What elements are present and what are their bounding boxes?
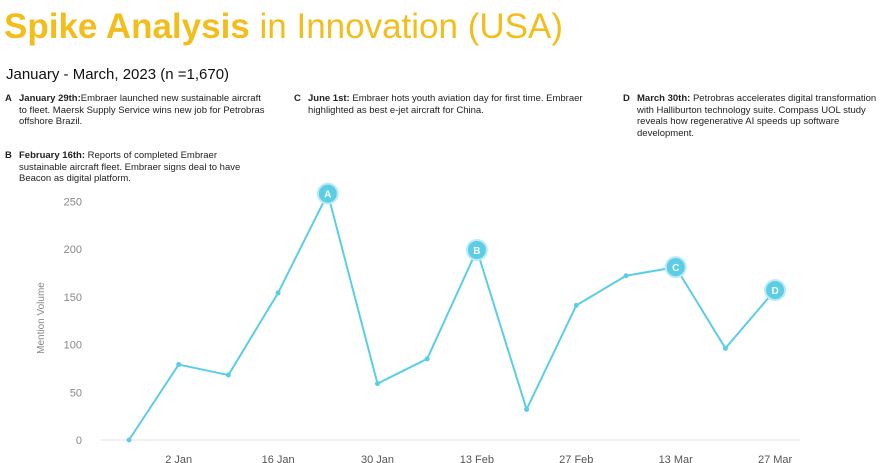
chart-title: Spike Analysis in Innovation (USA) [4,4,563,50]
annotation-text: Embraer hots youth aviation day for firs… [308,93,583,116]
x-tick-label: 2 Jan [165,454,192,463]
x-tick-label: 27 Mar [758,454,793,463]
annotation-letter: A [5,93,12,104]
annotation-letter: C [294,93,301,104]
annotation-text: Reports of completed Embraer sustainable… [19,150,241,184]
annotation-d: D March 30th: Petrobras accelerates digi… [623,93,886,139]
data-point [424,356,430,362]
data-point [176,362,182,368]
series-line [128,192,776,441]
chart-subtitle: January - March, 2023 (n =1,670) [6,66,230,83]
annotation-head: February 16th: [19,150,85,161]
data-point [275,290,281,296]
spike-marker-c [664,256,687,279]
annotation-head: June 1st: [308,93,350,104]
data-point [375,381,380,387]
title-bold: Spike Analysis [4,7,250,46]
annotation-text: Embraer launched new sustainable aircraf… [19,93,265,127]
annotation-letter: D [623,93,630,104]
data-point [623,273,629,279]
data-point [225,372,231,378]
data-point [573,302,579,308]
y-tick-label: 250 [64,196,82,208]
annotation-head: March 30th: [637,93,691,104]
annotation-text: Petrobras accelerates digital transforma… [637,93,877,139]
annotation-body: February 16th: Reports of completed Embr… [19,150,265,185]
y-axis-label: Mention Volume [36,282,47,354]
x-tick-label: 30 Jan [361,454,394,463]
y-tick-label: 150 [64,292,82,304]
annotation-body: June 1st: Embraer hots youth aviation da… [308,93,584,116]
spike-marker-label: D [771,286,778,297]
spike-marker-a [316,182,339,205]
data-point [722,345,728,351]
y-tick-label: 50 [70,387,82,399]
spike-marker-b [465,238,488,261]
annotation-b: B February 16th: Reports of completed Em… [5,150,265,185]
y-tick-label: 0 [76,435,82,447]
x-tick-label: 13 Mar [659,454,694,463]
spike-marker-label: B [473,246,480,257]
title-rest: in Innovation (USA) [249,7,564,46]
x-tick-label: 27 Feb [559,454,593,463]
x-tick-label: 13 Feb [460,454,494,463]
y-tick-label: 100 [64,340,82,352]
annotation-body: March 30th: Petrobras accelerates digita… [637,93,886,139]
spike-marker-label: A [324,190,331,201]
y-tick-label: 200 [64,244,82,256]
annotation-head: January 29th: [19,93,81,104]
annotation-body: January 29th:Embraer launched new sustai… [19,93,265,128]
data-point [126,437,132,443]
data-point [524,406,530,412]
annotation-letter: B [5,150,12,161]
x-tick-label: 16 Jan [262,454,295,463]
spike-marker-d [764,279,787,302]
annotation-c: C June 1st: Embraer hots youth aviation … [294,93,584,116]
annotation-a: A January 29th:Embraer launched new sust… [5,93,265,128]
spike-marker-label: C [672,263,679,274]
